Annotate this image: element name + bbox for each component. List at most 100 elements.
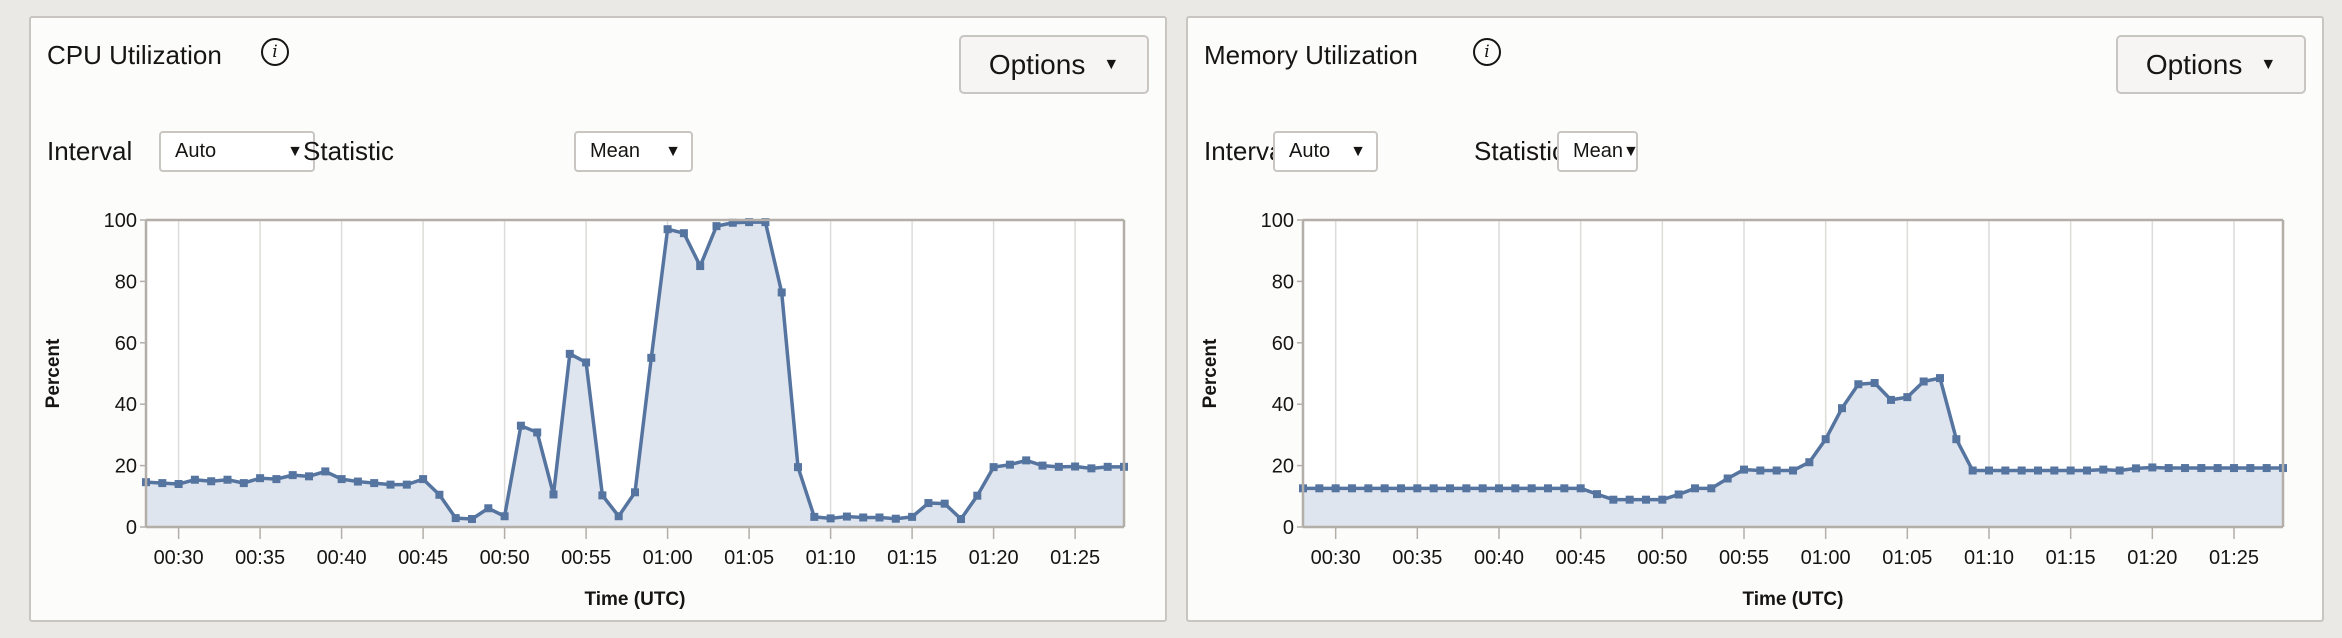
x-tick-label: 01:15 [2046,547,2096,569]
data-point [1348,484,1356,493]
data-point [565,349,574,358]
data-point [1821,435,1830,444]
data-point [728,218,737,227]
data-point [2083,466,2091,475]
statistic-select[interactable]: Mean ▼ [1557,131,1639,172]
data-point [989,463,998,472]
caret-down-icon: ▼ [665,142,681,160]
data-point [1625,495,1634,504]
x-tick-label: 00:30 [1311,547,1361,569]
cpu-utilization-panel: CPU Utilization i Options ▼ Interval Auto… [29,16,1167,622]
x-tick-label: 00:55 [1719,547,1769,569]
data-point [158,479,167,488]
series-area [146,222,1124,528]
data-point [2099,465,2108,474]
data-point [2197,464,2206,473]
data-point [1870,379,1879,388]
data-point [2148,463,2157,472]
data-point [842,512,851,521]
y-axis-title: Percent [43,338,64,408]
data-point [1511,484,1520,493]
y-axis-title: Percent [1200,338,1221,408]
data-point [2050,466,2059,475]
x-axis-title: Time (UTC) [1743,589,1844,610]
x-axis-title: Time (UTC) [585,589,686,610]
x-tick-label: 01:20 [2127,547,2177,569]
x-tick-label: 01:05 [724,547,774,569]
data-point [1985,466,1993,475]
data-point [2132,464,2140,473]
data-point [419,475,428,484]
caret-down-icon: ▼ [1623,142,1639,160]
data-point [1658,495,1667,504]
data-point [1022,456,1031,465]
data-point [1903,393,1912,402]
data-point [631,488,639,497]
data-point [1038,461,1047,470]
x-tick-label: 00:50 [1637,547,1687,569]
x-tick-label: 00:40 [317,547,367,569]
data-point [207,477,216,486]
y-tick-label: 0 [126,517,137,539]
data-point [875,513,884,522]
data-point [1380,484,1389,493]
data-point [468,515,476,524]
caret-down-icon: ▼ [1350,142,1366,160]
data-point [1413,484,1422,493]
memory-utilization-panel: Memory Utilization i Options ▼ Interval A… [1186,16,2324,622]
data-point [337,475,346,484]
data-point [712,222,721,231]
data-point [2115,466,2124,475]
data-point [810,512,819,521]
data-point [826,514,835,523]
x-tick-label: 01:10 [1964,547,2014,569]
data-point [859,513,868,522]
data-point [1495,484,1503,493]
interval-select[interactable]: Auto ▼ [1273,131,1378,172]
data-point [2001,466,2010,475]
data-point [2246,464,2255,473]
x-tick-label: 00:45 [1556,547,1606,569]
statistic-value: Mean [1573,140,1624,162]
data-point [386,480,395,489]
data-point [223,475,232,484]
data-point [2181,464,2189,473]
statistic-select[interactable]: Mean ▼ [574,131,693,172]
x-tick-label: 01:05 [1882,547,1932,569]
data-point [679,229,688,238]
data-point [777,288,786,297]
data-point [1544,484,1552,493]
data-point [500,512,509,521]
y-tick-label: 80 [115,271,137,293]
interval-value: Auto [175,140,217,162]
data-point [370,479,379,488]
x-tick-label: 01:00 [1801,547,1851,569]
data-point [1887,395,1895,404]
data-point [1429,484,1438,493]
data-point [2017,466,2026,475]
data-point [174,480,183,489]
data-point [272,475,281,484]
cpu-chart: 00:30 00:35 00:40 00:45 00:50 00:55 01:00 01:05… [43,210,1128,610]
interval-select[interactable]: Auto ▼ [159,131,315,172]
data-point [1919,377,1928,386]
y-tick-label: 40 [115,394,137,416]
data-point [663,225,672,234]
info-icon[interactable]: i [261,38,289,66]
data-point [1740,465,1748,474]
y-tick-label: 40 [1272,394,1294,416]
options-button[interactable]: Options ▼ [2116,35,2306,94]
data-point [1609,495,1618,504]
x-tick-label: 00:35 [235,547,285,569]
data-point [353,477,362,486]
data-point [288,471,297,480]
data-point [1446,484,1454,493]
options-button[interactable]: Options ▼ [959,35,1149,94]
data-point [1756,466,1765,475]
data-point [549,490,558,499]
data-point [1331,484,1340,493]
data-point [745,218,754,227]
x-tick-label: 01:15 [887,547,937,569]
data-point [1560,484,1569,493]
info-icon[interactable]: i [1473,38,1501,66]
